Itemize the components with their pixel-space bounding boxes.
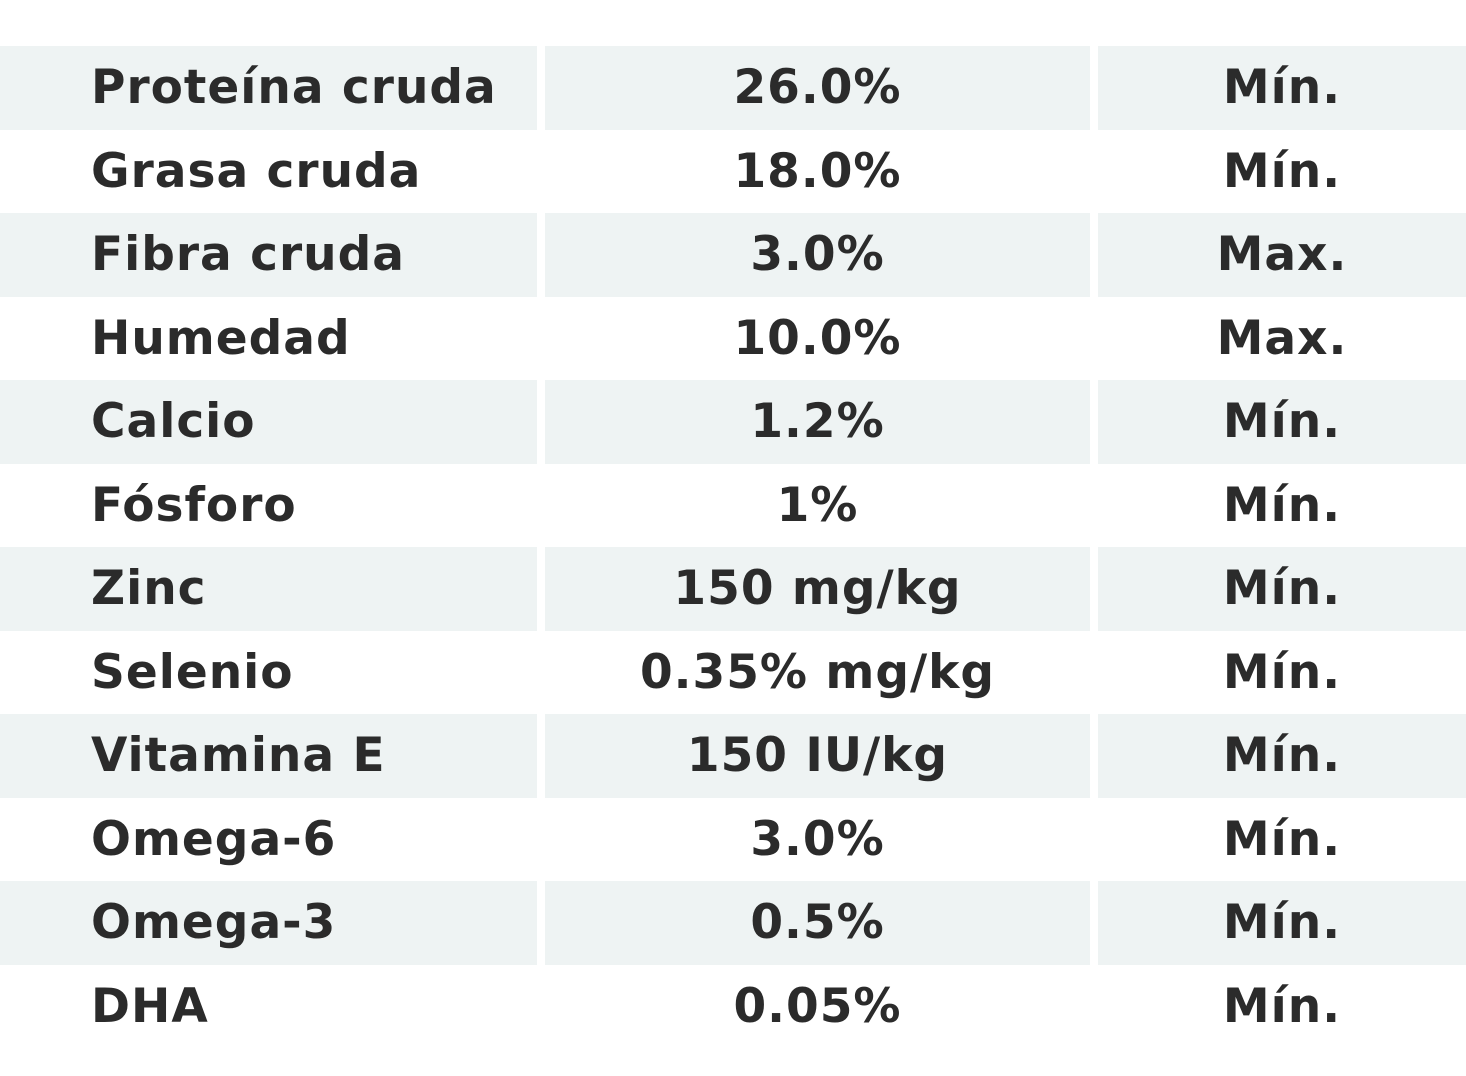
nutrient-name: Omega-6 <box>91 811 337 867</box>
nutrient-name: Fibra cruda <box>0 213 537 297</box>
table-row: Fósforo 1% Mín. <box>0 464 1466 548</box>
nutrient-limit: Mín. <box>1222 644 1342 700</box>
nutrient-name: DHA <box>91 978 209 1034</box>
nutrient-name: Proteína cruda <box>0 46 537 130</box>
nutrient-name: Grasa cruda <box>91 143 422 199</box>
nutrient-value: 1.2% <box>545 380 1090 464</box>
nutrient-value: 1% <box>776 477 859 533</box>
nutrition-table: Proteína cruda 26.0% Mín. Grasa cruda 18… <box>0 46 1466 1048</box>
table-row: DHA 0.05% Mín. <box>0 965 1466 1049</box>
nutrient-name: Selenio <box>91 644 294 700</box>
nutrient-name: Zinc <box>0 547 537 631</box>
nutrient-limit: Mín. <box>1098 380 1466 464</box>
nutrient-limit: Mín. <box>1222 477 1342 533</box>
nutrient-limit: Mín. <box>1098 714 1466 798</box>
nutrient-limit: Mín. <box>1222 811 1342 867</box>
nutrient-value: 18.0% <box>733 143 902 199</box>
table-row: Fibra cruda 3.0% Max. <box>0 213 1466 297</box>
nutrient-limit: Mín. <box>1222 978 1342 1034</box>
nutrient-value: 0.05% <box>733 978 902 1034</box>
nutrient-value: 150 mg/kg <box>545 547 1090 631</box>
table-row: Grasa cruda 18.0% Mín. <box>0 130 1466 214</box>
table-row: Vitamina E 150 IU/kg Mín. <box>0 714 1466 798</box>
nutrient-limit: Max. <box>1098 213 1466 297</box>
nutrient-value: 3.0% <box>545 213 1090 297</box>
table-row: Calcio 1.2% Mín. <box>0 380 1466 464</box>
table-row: Humedad 10.0% Max. <box>0 297 1466 381</box>
nutrient-name: Omega-3 <box>0 881 537 965</box>
nutrient-name: Humedad <box>91 310 351 366</box>
nutrient-limit: Mín. <box>1222 143 1342 199</box>
nutrient-limit: Max. <box>1216 310 1348 366</box>
table-row: Omega-3 0.5% Mín. <box>0 881 1466 965</box>
nutrient-value: 0.35% mg/kg <box>639 644 996 700</box>
nutrient-value: 26.0% <box>545 46 1090 130</box>
table-row: Selenio 0.35% mg/kg Mín. <box>0 631 1466 715</box>
nutrient-value: 3.0% <box>750 811 885 867</box>
nutrient-value: 10.0% <box>733 310 902 366</box>
table-row: Omega-6 3.0% Mín. <box>0 798 1466 882</box>
nutrient-name: Vitamina E <box>0 714 537 798</box>
nutrient-name: Fósforo <box>91 477 297 533</box>
table-row: Proteína cruda 26.0% Mín. <box>0 46 1466 130</box>
nutrient-name: Calcio <box>0 380 537 464</box>
nutrient-limit: Mín. <box>1098 881 1466 965</box>
table-row: Zinc 150 mg/kg Mín. <box>0 547 1466 631</box>
nutrient-value: 150 IU/kg <box>545 714 1090 798</box>
nutrient-limit: Mín. <box>1098 46 1466 130</box>
nutrient-value: 0.5% <box>545 881 1090 965</box>
nutrient-limit: Mín. <box>1098 547 1466 631</box>
